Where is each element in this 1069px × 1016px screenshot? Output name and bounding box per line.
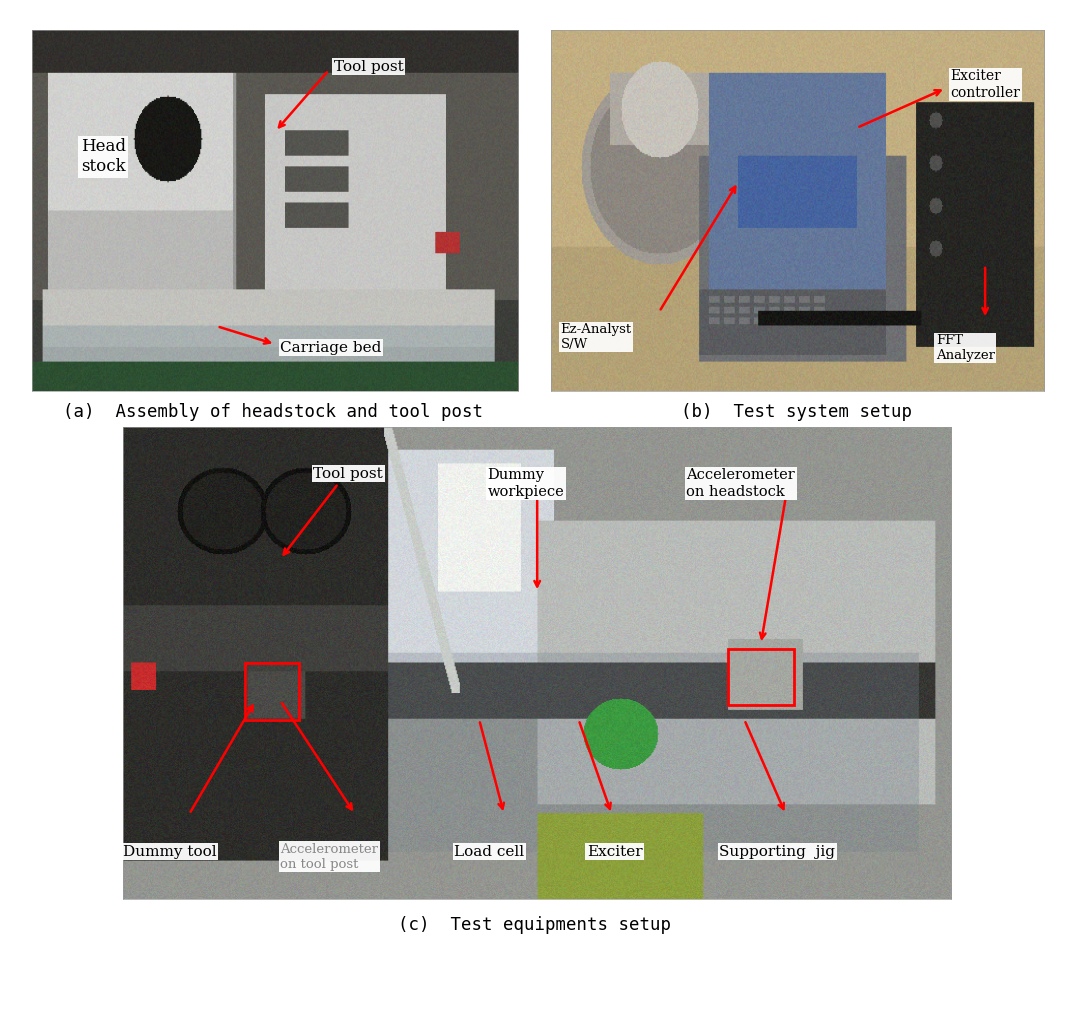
Text: Supporting  jig: Supporting jig (719, 845, 836, 859)
Text: Load cell: Load cell (454, 845, 525, 859)
Text: (c)  Test equipments setup: (c) Test equipments setup (398, 916, 671, 935)
Text: Accelerometer
on headstock: Accelerometer on headstock (686, 468, 795, 499)
Text: Exciter
controller: Exciter controller (950, 69, 1021, 100)
Text: (a)  Assembly of headstock and tool post: (a) Assembly of headstock and tool post (63, 403, 482, 422)
Text: Ez-Analyst
S/W: Ez-Analyst S/W (560, 323, 632, 352)
Text: Dummy
workpiece: Dummy workpiece (487, 468, 564, 499)
Text: Tool post: Tool post (334, 60, 403, 73)
Text: Exciter: Exciter (587, 845, 642, 859)
Text: FFT
Analyzer: FFT Analyzer (935, 334, 995, 362)
Text: Head
stock: Head stock (81, 138, 126, 175)
Text: Accelerometer
on tool post: Accelerometer on tool post (280, 842, 378, 871)
Text: Dummy tool: Dummy tool (123, 845, 217, 859)
Text: (b)  Test system setup: (b) Test system setup (681, 403, 912, 422)
Text: Carriage bed: Carriage bed (280, 341, 382, 355)
Text: Tool post: Tool post (313, 467, 383, 481)
